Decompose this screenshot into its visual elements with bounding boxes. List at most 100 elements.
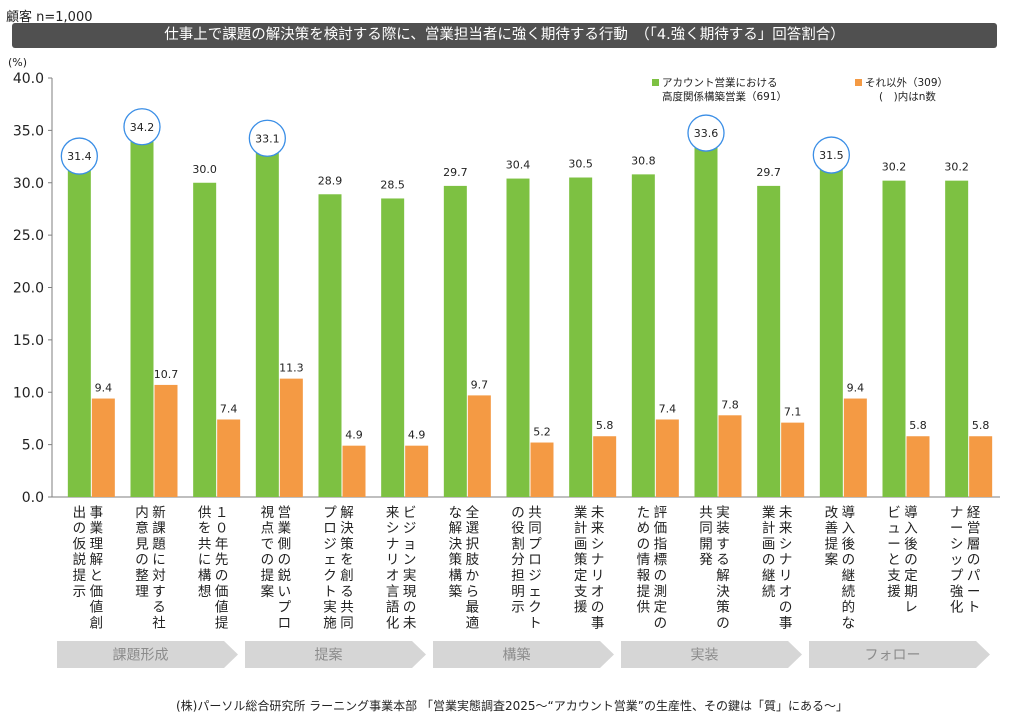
y-tick-label: 15.0 bbox=[13, 333, 44, 349]
bar-series-a bbox=[193, 182, 217, 497]
legend-label-series-b: それ以外（309） bbox=[865, 77, 948, 89]
bar-series-b bbox=[279, 378, 303, 497]
data-label-series-b: 9.7 bbox=[471, 378, 489, 391]
category-label-line: 導入後の定期レ bbox=[904, 505, 918, 616]
data-label-series-a: 34.2 bbox=[130, 121, 155, 134]
category-label-line: 共同プロジェクト bbox=[528, 505, 542, 632]
data-label-series-b: 5.8 bbox=[596, 419, 614, 432]
category-label-line: １０年先の価値提 bbox=[215, 505, 229, 632]
category-label-line: 業計画の継続 bbox=[762, 505, 776, 600]
data-label-series-a: 29.7 bbox=[756, 166, 781, 179]
y-tick-label: 0.0 bbox=[22, 490, 44, 506]
data-label-series-b: 7.4 bbox=[220, 402, 238, 415]
bar-series-a bbox=[443, 185, 467, 497]
phase-arrow bbox=[621, 641, 802, 668]
legend-swatch-series-a bbox=[652, 79, 659, 86]
legend-label-series-a: 高度関係構築営業（691） bbox=[662, 90, 787, 103]
y-unit-label: (%) bbox=[8, 56, 27, 69]
data-label-series-b: 9.4 bbox=[847, 382, 865, 395]
data-label-series-a: 33.1 bbox=[255, 132, 280, 145]
category-label-line: 共同開発 bbox=[699, 505, 713, 568]
category-label-line: 解決策を創る共同 bbox=[340, 505, 354, 632]
phase-label: 提案 bbox=[315, 647, 343, 664]
phase-arrow bbox=[57, 641, 238, 668]
data-label-series-a: 30.4 bbox=[506, 159, 531, 172]
sample-size-label: 顧客 n=1,000 bbox=[6, 10, 93, 25]
category-label-line: 営業側の鋭いプロ bbox=[278, 505, 292, 632]
category-label-line: 未来シナリオの事 bbox=[591, 505, 605, 632]
category-label-line: 評価指標の測定の bbox=[654, 505, 668, 632]
bar-series-a bbox=[130, 138, 154, 497]
category-label-line: ための情報提供 bbox=[637, 505, 651, 616]
data-label-series-a: 30.8 bbox=[631, 154, 656, 167]
bar-series-a bbox=[694, 145, 718, 498]
data-label-series-a: 28.5 bbox=[380, 178, 405, 191]
category-label-line: プロジェクト実施 bbox=[323, 505, 337, 632]
phase-label: 実装 bbox=[691, 648, 719, 664]
bar-series-b bbox=[718, 415, 742, 497]
data-label-series-b: 4.9 bbox=[408, 429, 426, 442]
bar-series-a bbox=[255, 150, 279, 497]
phase-arrow bbox=[433, 641, 614, 668]
category-label-line: 導入後の継続的な bbox=[842, 505, 856, 632]
data-label-series-b: 4.9 bbox=[345, 429, 363, 442]
category-label-line: 全選択肢から最適 bbox=[466, 504, 480, 632]
phase-label: 構築 bbox=[503, 648, 531, 664]
y-tick-label: 25.0 bbox=[13, 228, 44, 244]
bar-series-b bbox=[593, 436, 617, 497]
category-layer: 事業理解と価値創出の仮説提示新課題に対する社内意見の整理１０年先の価値提供を共に… bbox=[73, 504, 981, 632]
bar-chart: 0.0 5.0 10.0 15.0 20.0 25.0 30.0 35.0 40.0 (%) 31… bbox=[8, 56, 1000, 668]
data-label-series-b: 5.8 bbox=[909, 419, 927, 432]
category-label-line: な解決策構築 bbox=[449, 505, 463, 600]
bar-series-a bbox=[506, 178, 530, 497]
bar-series-b bbox=[906, 436, 930, 497]
phase-label: フォロー bbox=[865, 648, 921, 664]
bar-series-b bbox=[969, 436, 993, 497]
data-label-series-a: 29.7 bbox=[443, 166, 468, 179]
data-label-series-a: 30.2 bbox=[882, 161, 907, 174]
bar-series-a bbox=[318, 194, 342, 497]
y-tick-label: 35.0 bbox=[13, 123, 44, 139]
bar-series-a bbox=[757, 185, 781, 497]
data-label-series-a: 30.2 bbox=[944, 161, 969, 174]
highlight-circle bbox=[812, 136, 850, 174]
legend-note: ( )内はn数 bbox=[879, 90, 936, 103]
bar-series-a bbox=[631, 174, 655, 497]
y-tick-label: 30.0 bbox=[13, 176, 44, 192]
category-label-line: 経営層のパート bbox=[967, 505, 981, 616]
category-label-line: ビジョン実現の未 bbox=[403, 505, 417, 632]
bar-series-b bbox=[405, 445, 429, 497]
category-label-line: ナーシップ強化 bbox=[950, 505, 964, 616]
bar-series-b bbox=[217, 419, 241, 497]
category-label-line: 供を共に構想 bbox=[198, 505, 212, 600]
source-note: (株)パーソル総合研究所 ラーニング事業本部 「営業実態調査2025～“アカウン… bbox=[176, 699, 848, 713]
data-label-series-b: 5.8 bbox=[972, 419, 990, 432]
category-label-line: 来シナリオ言語化 bbox=[386, 505, 400, 632]
data-label-series-b: 9.4 bbox=[95, 382, 113, 395]
category-label-line: ビューと支援 bbox=[887, 505, 901, 600]
data-label-series-b: 7.4 bbox=[659, 402, 677, 415]
category-label-line: 事業理解と価値創 bbox=[90, 505, 104, 632]
bar-series-b bbox=[843, 398, 867, 497]
category-label-line: 新課題に対する社 bbox=[152, 505, 166, 632]
category-label-line: 視点での提案 bbox=[261, 505, 275, 600]
data-label-series-a: 28.9 bbox=[318, 174, 343, 187]
y-tick-label: 5.0 bbox=[22, 438, 44, 454]
data-label-series-b: 7.1 bbox=[784, 406, 802, 419]
phase-label: 課題形成 bbox=[113, 648, 169, 664]
bar-series-a bbox=[569, 177, 593, 497]
data-label-series-b: 5.2 bbox=[533, 426, 551, 439]
